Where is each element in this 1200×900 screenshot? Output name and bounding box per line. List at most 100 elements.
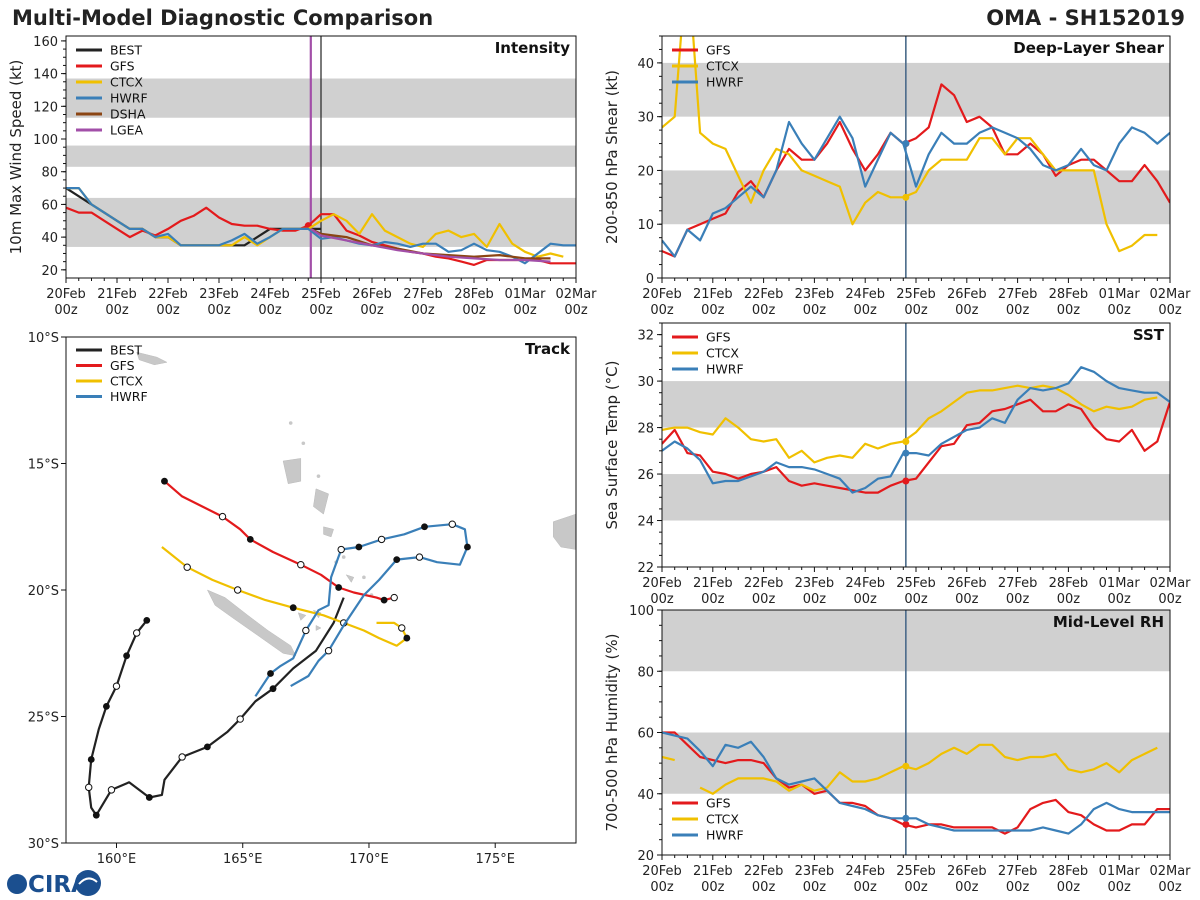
rh-xtick-hour: 00z	[1006, 880, 1030, 895]
intensity-legend-label-best: BEST	[110, 43, 142, 58]
sst-xtick-hour: 00z	[1158, 592, 1182, 607]
figure-title: Multi-Model Diagnostic Comparison	[12, 6, 433, 30]
solomon-islands-land	[136, 351, 168, 366]
islet	[362, 575, 366, 580]
new-caledonia-land	[206, 589, 297, 657]
track-gfs-day-point	[335, 584, 343, 591]
sst-xtick-hour: 00z	[1006, 592, 1030, 607]
track-best-halfday-point	[178, 753, 186, 761]
shear-xtick-hour: 00z	[1057, 303, 1081, 318]
track-gfs	[163, 480, 395, 602]
track-ytick-label: 15°S	[28, 458, 59, 473]
track-best-halfday-point	[132, 629, 141, 637]
vanuatu-central-land	[313, 488, 329, 515]
shear-xtick-day: 24Feb	[845, 287, 885, 302]
intensity-xtick-day: 25Feb	[301, 287, 341, 302]
track-hwrf-day-point	[393, 556, 401, 564]
track-ytick-label: 30°S	[28, 837, 59, 852]
sst-panel-title: SST	[1133, 326, 1165, 344]
rh-band-1	[662, 610, 1170, 672]
rh-xtick-day: 22Feb	[744, 864, 784, 879]
track-map-layer	[85, 351, 576, 819]
shear-xtick-day: 25Feb	[896, 287, 936, 302]
track-hwrf-halfday-point	[302, 626, 310, 635]
sst-xtick-day: 02Mar	[1149, 576, 1191, 591]
track-ctcx-halfday-point	[183, 563, 191, 571]
swirl-stroke	[78, 877, 98, 885]
panels: 2040608010012014016020Feb00z21Feb00z22Fe…	[7, 35, 1191, 895]
shear-xtick-hour: 00z	[955, 303, 979, 318]
intensity-xtick-day: 22Feb	[148, 287, 188, 302]
rh-band-0	[662, 732, 1170, 794]
shear-xtick-hour: 00z	[854, 303, 878, 318]
track-best-day-point	[92, 811, 100, 819]
shear-series-hwrf	[662, 115, 1170, 258]
sst-xtick-day: 21Feb	[693, 576, 733, 591]
sst-ytick-label: 26	[637, 468, 654, 483]
track-hwrf	[254, 523, 469, 697]
sst-legend-label-hwrf: HWRF	[706, 362, 744, 377]
track-best-halfday-point	[112, 682, 121, 690]
track-panel-title: Track	[525, 340, 571, 358]
sst-legend-label-ctcx: CTCX	[706, 346, 739, 361]
sst-series-hwrf	[662, 366, 1170, 494]
track-hwrf-halfday-point	[448, 520, 456, 528]
cira-logo: CIRA	[7, 870, 101, 898]
shear-xtick-hour: 00z	[701, 303, 725, 318]
track-gfs-day-point	[161, 477, 168, 485]
sst-xtick-hour: 00z	[854, 592, 878, 607]
vanuatu-north-land	[282, 458, 302, 484]
rh-legend-label-ctcx: CTCX	[706, 812, 739, 827]
shear-ytick-label: 10	[637, 218, 654, 233]
track-hwrf-halfday-point	[415, 553, 424, 561]
shear-xtick-hour: 00z	[752, 303, 776, 318]
intensity-xtick-hour: 00z	[564, 303, 588, 318]
intensity-xtick-hour: 00z	[105, 303, 129, 318]
shear-ytick-label: 30	[637, 111, 654, 126]
intensity-series-hwrf	[66, 187, 576, 265]
rh-series-hwrf	[662, 731, 1170, 835]
track-panel: 160°E 165°E 170°E 175°E 10°S 15°S 20°S 25°S 30°S…	[28, 331, 577, 867]
sst-series-group	[662, 366, 1170, 494]
globe-icon	[7, 874, 27, 894]
rh-xtick-day: 20Feb	[642, 864, 682, 879]
rh-xtick-hour: 00z	[1158, 880, 1182, 895]
vanuatu-tanna-land	[345, 574, 355, 583]
rh-xtick-hour: 00z	[854, 880, 878, 895]
sst-band-1	[662, 381, 1170, 428]
intensity-xtick-day: 20Feb	[46, 287, 86, 302]
rh-xtick-day: 27Feb	[998, 864, 1038, 879]
intensity-panel-title: Intensity	[495, 39, 571, 57]
sst-xtick-hour: 00z	[803, 592, 827, 607]
intensity-ytick-label: 160	[33, 35, 58, 50]
sst-ctcx-current-point	[902, 438, 910, 446]
rh-xtick-hour: 00z	[803, 880, 827, 895]
intensity-xtick-hour: 00z	[207, 303, 231, 318]
track-ytick-label: 20°S	[28, 584, 59, 599]
shear-xtick-hour: 00z	[650, 303, 674, 318]
intensity-xtick-hour: 00z	[360, 303, 384, 318]
shear-xtick-day: 20Feb	[642, 287, 682, 302]
sst-hwrf-current-point	[902, 449, 910, 457]
shear-band-0	[662, 170, 1170, 225]
intensity-ytick-label: 120	[33, 100, 58, 115]
track-gfs-day-point	[380, 596, 388, 604]
track-ctcx-halfday-point	[398, 624, 406, 632]
shear-series-gfs	[662, 83, 1170, 258]
sst-ytick-label: 22	[637, 561, 654, 576]
track-best-day-point	[123, 652, 130, 660]
rh-xtick-hour: 00z	[752, 880, 776, 895]
track-hwrf-halfday-point	[337, 545, 345, 554]
sst-xtick-day: 28Feb	[1049, 576, 1089, 591]
shear-xtick-day: 26Feb	[947, 287, 987, 302]
islet	[288, 421, 293, 425]
sst-xtick-hour: 00z	[701, 592, 725, 607]
sst-xtick-hour: 00z	[955, 592, 979, 607]
islet	[316, 474, 321, 478]
track-best-halfday-point	[107, 786, 116, 794]
intensity-xtick-hour: 00z	[309, 303, 333, 318]
sst-xtick-day: 20Feb	[642, 576, 682, 591]
shear-xtick-hour: 00z	[803, 303, 827, 318]
shear-panel: 01020304020Feb00z21Feb00z22Feb00z23Feb00…	[603, 35, 1191, 318]
